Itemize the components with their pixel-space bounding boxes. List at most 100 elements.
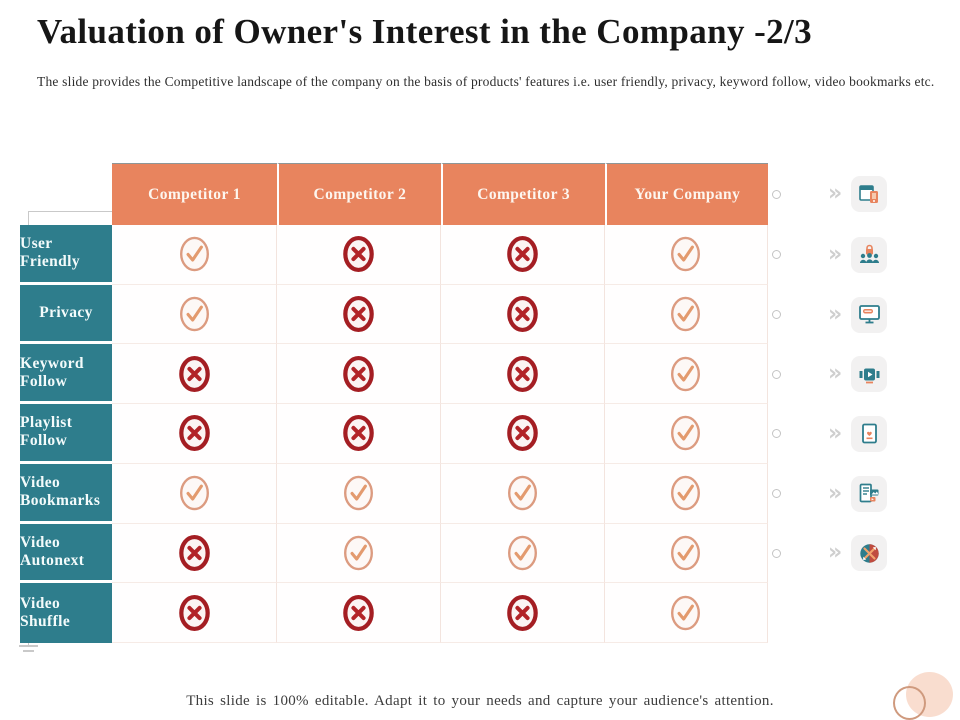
timeline-dot [772, 548, 782, 558]
video-bookmarks-icon [851, 415, 888, 452]
timeline-end-cap [23, 650, 34, 652]
footer-note: This slide is 100% editable. Adapt it to… [186, 693, 774, 709]
cross-icon [343, 236, 374, 273]
table-cell-check [440, 463, 605, 524]
cross-icon [178, 355, 210, 392]
check-icon [343, 475, 373, 511]
table-cell-check [112, 463, 277, 524]
table-cell-check [604, 523, 769, 584]
table-cell-check [440, 523, 605, 584]
table-cell-cross [277, 225, 441, 285]
check-icon [671, 237, 701, 272]
slide-subtitle: The slide provides the Competitive lands… [37, 74, 935, 89]
cross-icon [506, 594, 538, 631]
video-autonext-icon [851, 475, 888, 512]
column-header: Competitor 1 [112, 163, 277, 225]
check-icon [671, 416, 701, 451]
check-icon [507, 475, 537, 511]
table-cell-check [604, 404, 769, 464]
check-icon [671, 356, 701, 392]
row-header: Video Autonext [20, 523, 112, 584]
timeline-dot [772, 429, 782, 439]
timeline-dot [772, 189, 782, 199]
timeline-row-marker: » [768, 285, 932, 345]
chevron-right-icon: » [828, 480, 843, 506]
table-cell-check [112, 284, 277, 345]
check-icon [179, 296, 209, 332]
cross-icon [506, 355, 538, 392]
cross-icon [506, 296, 538, 333]
video-shuffle-icon [851, 535, 888, 572]
chevron-right-icon: » [828, 361, 843, 387]
chevron-right-icon: » [828, 181, 843, 206]
cross-icon [178, 415, 210, 452]
timeline-row-marker: » [768, 464, 932, 524]
table-cell-check [604, 583, 769, 643]
table-corner-cell [20, 163, 112, 225]
check-icon [179, 475, 209, 511]
column-header: Competitor 3 [440, 163, 605, 225]
page-title: Valuation of Owner's Interest in the Com… [37, 12, 813, 51]
playlist-follow-icon [851, 356, 888, 393]
table-cell-cross [440, 404, 605, 464]
check-icon [671, 296, 701, 332]
column-header: Your Company [604, 163, 769, 225]
timeline-row-marker: » [768, 163, 932, 225]
timeline-row-marker: » [768, 344, 932, 404]
table-cell-cross [277, 284, 441, 345]
timeline-dot [772, 250, 782, 260]
cross-icon [506, 236, 538, 273]
table-cell-cross [277, 344, 441, 405]
row-header: Privacy [20, 284, 112, 345]
privacy-icon [851, 236, 888, 273]
cross-icon [506, 415, 538, 452]
table-cell-cross [440, 284, 605, 345]
table-cell-check [604, 225, 769, 285]
chevron-right-icon: » [828, 420, 843, 446]
timeline-dot [772, 369, 782, 379]
cross-icon [343, 415, 374, 452]
cross-icon [343, 296, 374, 333]
row-header: Video Bookmarks [20, 463, 112, 524]
table-cell-check [604, 284, 769, 345]
row-header: Keyword Follow [20, 344, 112, 405]
table-cell-cross [112, 583, 277, 643]
chevron-right-icon: » [828, 241, 843, 267]
cross-icon [343, 355, 374, 392]
timeline-row-marker: » [768, 404, 932, 464]
table-cell-check [277, 463, 441, 524]
table-cell-cross [112, 404, 277, 464]
cross-icon [178, 534, 210, 571]
table-cell-cross [440, 583, 605, 643]
table-cell-cross [277, 583, 441, 643]
table-cell-check [604, 463, 769, 524]
row-header: Playlist Follow [20, 404, 112, 464]
column-header: Competitor 2 [277, 163, 441, 225]
table-cell-check [112, 225, 277, 285]
decorative-circle-outline [893, 686, 926, 720]
user-friendly-icon [851, 176, 888, 212]
table-cell-check [277, 523, 441, 584]
check-icon [671, 475, 701, 511]
check-icon [179, 237, 209, 272]
check-icon [671, 595, 701, 630]
table-cell-cross [277, 404, 441, 464]
check-icon [507, 535, 537, 571]
cross-icon [178, 594, 210, 631]
check-icon [343, 535, 373, 571]
chevron-right-icon: » [828, 540, 843, 566]
table-cell-check [604, 344, 769, 405]
row-header: User Friendly [20, 225, 112, 285]
row-header: Video Shuffle [20, 583, 112, 643]
chevron-right-icon: » [828, 301, 843, 327]
check-icon [671, 535, 701, 571]
table-cell-cross [112, 523, 277, 584]
timeline-row-marker: » [768, 524, 932, 584]
cross-icon [343, 594, 374, 631]
keyword-follow-icon [851, 296, 888, 333]
timeline-dot [772, 489, 782, 499]
comparison-table: Competitor 1 Competitor 2 Competitor 3 Your… [20, 163, 932, 643]
timeline-end-cap [19, 645, 38, 647]
table-cell-cross [112, 344, 277, 405]
